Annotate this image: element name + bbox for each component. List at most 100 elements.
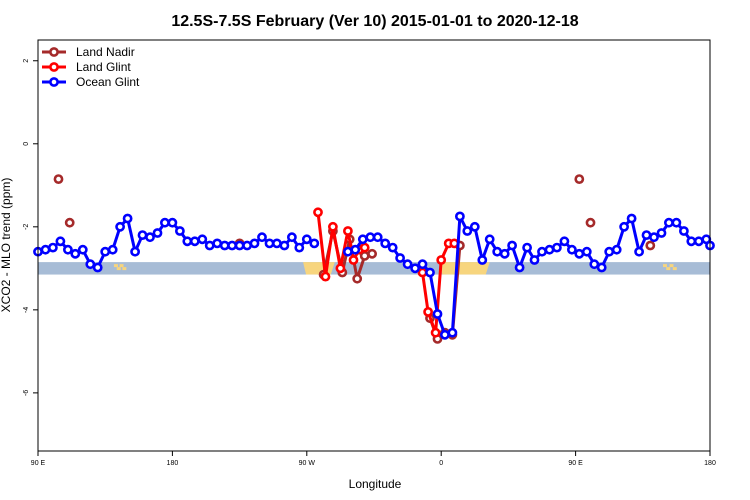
legend-label: Ocean Glint <box>76 75 140 89</box>
data-point <box>309 238 320 249</box>
land-fill-speck <box>666 267 671 271</box>
data-point <box>167 217 178 228</box>
data-point <box>425 267 435 278</box>
data-point <box>380 238 391 249</box>
data-point <box>335 263 346 274</box>
data-point <box>492 246 503 257</box>
data-point <box>619 221 629 232</box>
data-point <box>430 327 441 338</box>
data-point <box>122 213 133 224</box>
data-point <box>499 248 510 259</box>
data-point <box>529 255 540 265</box>
data-point <box>395 253 405 263</box>
data-point <box>522 242 532 253</box>
data-point <box>454 211 465 222</box>
land-fill-speck <box>662 264 667 268</box>
x-axis: 90 E 180 90 W 0 90 E 180 <box>31 451 716 467</box>
data-point <box>342 226 353 236</box>
data-point <box>63 244 73 255</box>
data-point <box>447 327 458 338</box>
data-point <box>92 262 103 273</box>
data-point <box>567 244 577 255</box>
data-point <box>327 221 338 232</box>
data-point <box>372 232 383 243</box>
x-tick-label: 0 <box>439 460 443 467</box>
data-point <box>348 255 359 265</box>
data-point <box>649 232 659 243</box>
data-point <box>115 221 125 232</box>
land-fill-block <box>439 262 490 275</box>
legend-label: Land Nadir <box>76 45 135 59</box>
legend-item: Land Nadir <box>42 45 135 59</box>
legend-item: Ocean Glint <box>42 75 140 89</box>
data-point <box>204 240 215 251</box>
data-point <box>137 230 148 240</box>
land-fill-speck <box>119 264 124 268</box>
data-point <box>626 213 637 224</box>
data-point <box>212 238 223 249</box>
x-tick-label: 90 E <box>31 460 46 467</box>
plot-frame <box>37 39 711 452</box>
data-point <box>357 234 368 245</box>
land-fill-speck <box>669 264 674 268</box>
data-point <box>227 240 237 251</box>
data-point <box>679 226 689 236</box>
data-point <box>537 246 547 257</box>
legend-marker <box>49 77 59 87</box>
data-point <box>423 306 433 317</box>
data-point <box>77 244 88 255</box>
legend-marker <box>49 62 59 72</box>
legend-label: Land Glint <box>76 60 131 74</box>
data-point <box>574 248 585 259</box>
data-point <box>552 242 562 253</box>
land-fill-speck <box>116 267 121 271</box>
data-point <box>469 221 480 232</box>
data-point <box>436 255 447 265</box>
data-point <box>107 244 118 255</box>
data-point <box>686 236 697 247</box>
reference-band-rect <box>38 262 710 275</box>
data-point <box>387 242 398 253</box>
y-tick-label: -2 <box>23 224 30 230</box>
data-point <box>55 236 66 247</box>
data-point <box>350 244 361 255</box>
data-point <box>130 246 140 257</box>
data-point <box>189 236 200 247</box>
data-point <box>367 248 377 259</box>
data-point <box>279 240 290 251</box>
reference-band <box>38 262 710 275</box>
data-point <box>477 255 488 265</box>
data-point <box>257 232 267 243</box>
data-point <box>574 174 585 184</box>
y-tick-label: -4 <box>23 307 30 313</box>
data-point <box>611 244 622 255</box>
data-point <box>197 234 208 245</box>
x-tick-label: 180 <box>167 460 179 467</box>
data-point <box>234 240 245 251</box>
data-point <box>64 217 75 228</box>
x-tick-label: 90 W <box>299 460 316 467</box>
data-point <box>645 240 656 251</box>
data-point <box>313 207 323 218</box>
data-point <box>581 246 592 257</box>
data-point <box>693 236 704 247</box>
data-point <box>100 246 111 257</box>
y-axis: 2 0 -2 -4 -6 <box>23 59 38 396</box>
land-fill-block <box>303 262 335 275</box>
y-tick-label: 2 <box>23 59 30 63</box>
data-point <box>352 273 363 284</box>
x-axis-label: Longitude <box>349 477 402 491</box>
data-point <box>439 329 450 340</box>
series-ocean-glint <box>33 211 715 340</box>
y-axis-label: XCO2 - MLO trend (ppm) <box>0 178 13 313</box>
data-point <box>596 262 607 273</box>
data-point <box>342 246 353 257</box>
data-point <box>159 217 170 228</box>
data-point <box>53 174 64 184</box>
data-point <box>417 259 428 270</box>
y-tick-label: 0 <box>23 142 30 146</box>
data-point <box>484 234 495 245</box>
data-point <box>320 271 331 282</box>
land-fill-speck <box>672 267 677 271</box>
